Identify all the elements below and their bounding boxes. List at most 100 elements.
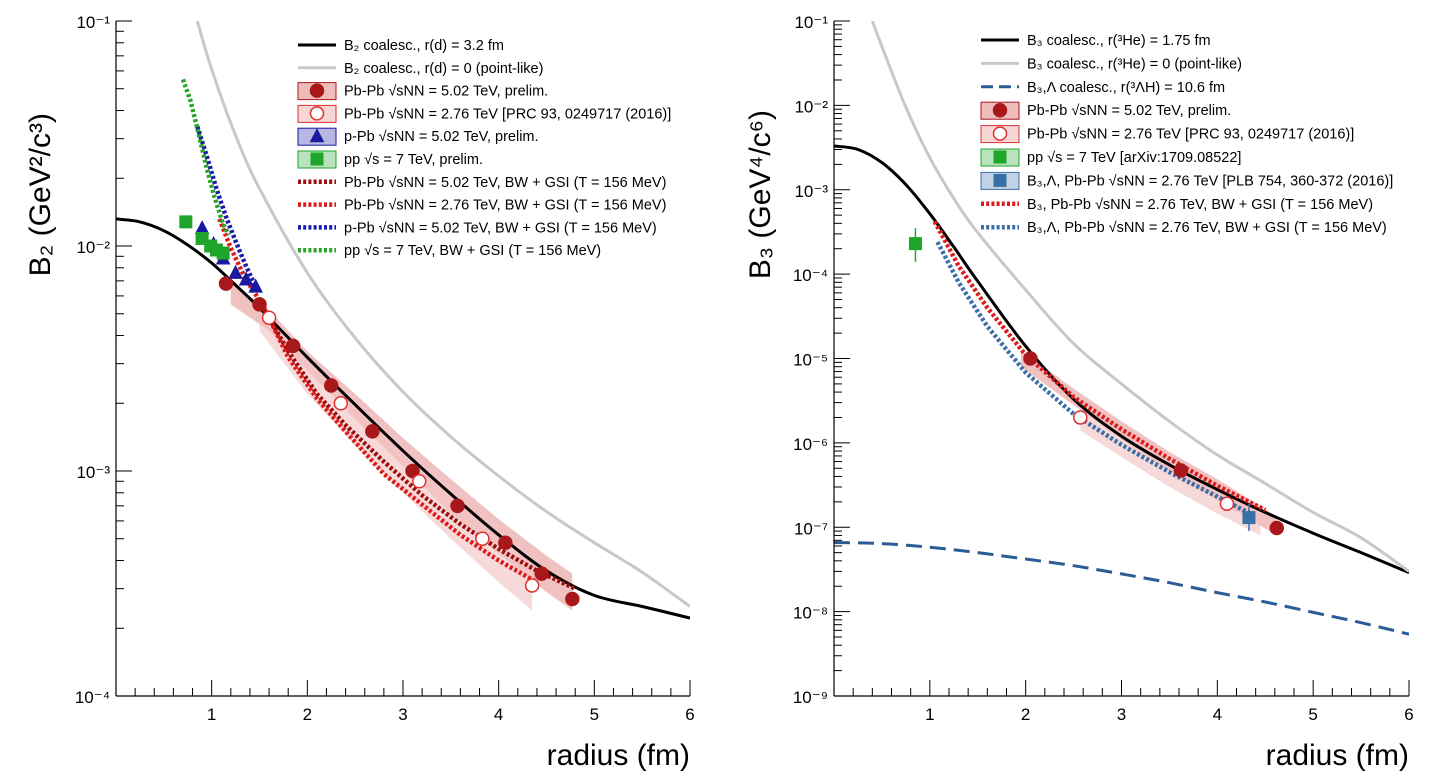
y-tick-label: 10⁻² bbox=[76, 238, 110, 257]
legend-item: B₃ coalesc., r(³He) = 1.75 fm bbox=[981, 33, 1211, 49]
marker bbox=[310, 152, 324, 166]
series-b-coalesc-r-d-3-2-fm bbox=[116, 217, 690, 620]
marker bbox=[218, 276, 234, 291]
marker bbox=[309, 106, 325, 121]
legend: B₂ coalesc., r(d) = 3.2 fm B₂ coalesc., r… bbox=[297, 38, 671, 259]
y-tick-label: 10⁻⁹ bbox=[793, 688, 828, 707]
marker bbox=[475, 531, 490, 546]
legend-label: pp √s = 7 TeV, BW + GSI (T = 156 MeV) bbox=[344, 243, 601, 259]
x-tick-label: 5 bbox=[1308, 705, 1317, 724]
x-tick-label: 2 bbox=[303, 705, 312, 724]
x-tick-label: 4 bbox=[1213, 705, 1222, 724]
y-tick-label: 10⁻¹ bbox=[76, 13, 110, 32]
legend-label: p-Pb √sNN = 5.02 TeV, BW + GSI (T = 156 … bbox=[344, 220, 657, 236]
legend-item: pp √s = 7 TeV, BW + GSI (T = 156 MeV) bbox=[298, 243, 601, 259]
marker bbox=[365, 424, 380, 439]
x-tick-label: 3 bbox=[398, 705, 407, 724]
marker bbox=[498, 535, 513, 550]
marker bbox=[228, 264, 243, 279]
marker bbox=[309, 83, 325, 98]
x-tick-label: 6 bbox=[1404, 705, 1413, 724]
legend-label: Pb-Pb √sNN = 2.76 TeV, BW + GSI (T = 156… bbox=[344, 198, 666, 214]
legend-item: pp √s = 7 TeV, prelim. bbox=[297, 150, 483, 169]
legend-item: Pb-Pb √sNN = 2.76 TeV [PRC 93, 0249717 (… bbox=[980, 125, 1354, 144]
marker bbox=[524, 578, 540, 593]
legend-item: Pb-Pb √sNN = 2.76 TeV, BW + GSI (T = 156… bbox=[298, 198, 666, 214]
marker bbox=[1269, 520, 1284, 536]
legend-label: B₃ coalesc., r(³He) = 1.75 fm bbox=[1027, 33, 1211, 49]
legend-item: B₃, Pb-Pb √sNN = 2.76 TeV, BW + GSI (T =… bbox=[981, 197, 1373, 213]
series-pp-s-7-tev-prelim bbox=[179, 215, 230, 260]
marker bbox=[1073, 410, 1088, 425]
marker bbox=[565, 591, 580, 607]
legend-label: Pb-Pb √sNN = 5.02 TeV, prelim. bbox=[344, 84, 548, 100]
x-tick-label: 2 bbox=[1021, 705, 1030, 724]
marker bbox=[1219, 496, 1235, 511]
y-tick-label: 10⁻⁴ bbox=[793, 266, 828, 285]
marker bbox=[179, 215, 193, 229]
plot-area bbox=[116, 21, 690, 620]
legend-label: B₃,Λ, Pb-Pb √sNN = 2.76 TeV [PLB 754, 36… bbox=[1027, 173, 1393, 189]
marker bbox=[412, 474, 427, 489]
series-pb-pb-snn-2-76-tev-prc-93-0249717-2016 bbox=[261, 310, 540, 593]
legend-item: B₂ coalesc., r(d) = 0 (point-like) bbox=[298, 61, 543, 77]
series-p-pb-snn-5-02-tev-bw-gsi-t-156-mev bbox=[195, 125, 260, 293]
legend-item: pp √s = 7 TeV [arXiv:1709.08522] bbox=[980, 148, 1241, 167]
legend-label: Pb-Pb √sNN = 2.76 TeV [PRC 93, 0249717 (… bbox=[344, 106, 671, 122]
legend-label: B₂ coalesc., r(d) = 0 (point-like) bbox=[344, 61, 543, 77]
series-b-coalesc-r-d-0-point-like bbox=[195, 21, 690, 608]
y-axis-title: B₃ (GeV⁴/c⁶) bbox=[744, 110, 777, 279]
legend-label: B₃,Λ coalesc., r(³ΛH) = 10.6 fm bbox=[1027, 80, 1225, 96]
y-tick-label: 10⁻³ bbox=[76, 463, 110, 482]
series-b-pb-pb-snn-2-76-tev-bw-gsi-t-156-mev bbox=[932, 220, 1267, 513]
marker bbox=[993, 173, 1007, 187]
marker bbox=[248, 278, 263, 293]
legend-item: Pb-Pb √sNN = 2.76 TeV [PRC 93, 0249717 (… bbox=[297, 104, 671, 123]
legend-item: p-Pb √sNN = 5.02 TeV, prelim. bbox=[297, 127, 539, 146]
marker bbox=[333, 396, 349, 411]
x-tick-label: 1 bbox=[207, 705, 216, 724]
x-tick-label: 4 bbox=[494, 705, 503, 724]
marker bbox=[993, 150, 1007, 164]
marker bbox=[324, 378, 339, 393]
legend-item: Pb-Pb √sNN = 5.02 TeV, prelim. bbox=[980, 101, 1231, 120]
legend-label: B₂ coalesc., r(d) = 3.2 fm bbox=[344, 38, 504, 54]
marker bbox=[1173, 463, 1189, 478]
x-tick-label: 1 bbox=[925, 705, 934, 724]
y-tick-label: 10⁻³ bbox=[794, 182, 828, 201]
legend-item: B₃ coalesc., r(³He) = 0 (point-like) bbox=[981, 56, 1242, 72]
series-b-coalesc-r-he-0-point-like bbox=[870, 21, 1409, 573]
marker bbox=[238, 271, 254, 286]
series-b-pb-pb-snn-2-76-tev-plb-754-360-372-2016 bbox=[1242, 503, 1256, 532]
marker bbox=[992, 126, 1008, 141]
legend-label: Pb-Pb √sNN = 5.02 TeV, BW + GSI (T = 156… bbox=[344, 175, 666, 191]
y-tick-label: 10⁻¹ bbox=[794, 13, 828, 32]
y-tick-label: 10⁻² bbox=[794, 97, 828, 116]
series-pp-s-7-tev-arxiv-1709-08522 bbox=[908, 228, 922, 262]
x-axis-title: radius (fm) bbox=[547, 739, 690, 772]
marker bbox=[261, 310, 277, 325]
x-axis-title: radius (fm) bbox=[1266, 739, 1409, 772]
marker bbox=[216, 246, 230, 260]
legend-label: pp √s = 7 TeV, prelim. bbox=[344, 152, 483, 168]
legend-item: B₃,Λ, Pb-Pb √sNN = 2.76 TeV, BW + GSI (T… bbox=[981, 220, 1387, 236]
marker bbox=[194, 220, 210, 235]
series-pp-s-7-tev-bw-gsi-t-156-mev bbox=[180, 78, 231, 236]
legend-label: Pb-Pb √sNN = 2.76 TeV [PRC 93, 0249717 (… bbox=[1027, 127, 1354, 143]
b3-panel: 1 2 3 4 5 6 10⁻⁹ 10⁻⁸ 10⁻⁷ 10⁻⁶ 10⁻⁵ 10⁻⁴ 10⁻³ 10⁻² 10… bbox=[744, 13, 1414, 772]
legend-label: p-Pb √sNN = 5.02 TeV, prelim. bbox=[344, 129, 539, 145]
marker bbox=[534, 566, 549, 581]
series-pb-pb-snn-5-02-tev-bw-gsi-t-156-mev bbox=[262, 308, 577, 591]
legend-label: pp √s = 7 TeV [arXiv:1709.08522] bbox=[1027, 150, 1241, 166]
y-tick-label: 10⁻⁴ bbox=[75, 688, 110, 707]
series-b-coalesc-r-h-10-6-fm bbox=[834, 541, 1409, 636]
series-pb-pb-snn-5-02-tev-prelim bbox=[218, 276, 580, 607]
marker bbox=[1242, 511, 1256, 525]
legend-item: p-Pb √sNN = 5.02 TeV, BW + GSI (T = 156 … bbox=[298, 220, 657, 236]
legend-item: B₃,Λ coalesc., r(³ΛH) = 10.6 fm bbox=[981, 80, 1225, 96]
y-tick-label: 10⁻⁶ bbox=[793, 435, 828, 454]
series-b-pb-pb-snn-2-76-tev-bw-gsi-t-156-mev bbox=[935, 240, 1257, 519]
legend-item: B₃,Λ, Pb-Pb √sNN = 2.76 TeV [PLB 754, 36… bbox=[980, 171, 1393, 190]
x-tick-label: 3 bbox=[1117, 705, 1126, 724]
